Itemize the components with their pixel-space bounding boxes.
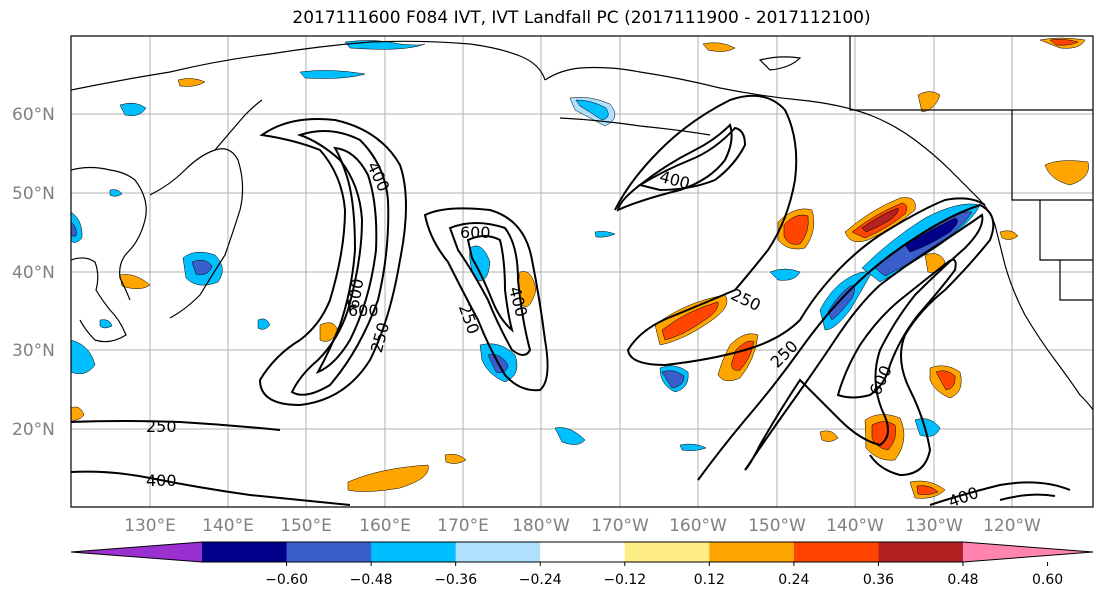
negative-anomaly-region	[119, 102, 147, 116]
colorbar-segment	[371, 542, 457, 562]
negative-anomaly-region	[914, 418, 941, 437]
colorbar-tick-label: 0.24	[778, 572, 809, 588]
positive-anomaly-region	[444, 453, 467, 464]
contour-label: 400	[146, 471, 177, 490]
colorbar-tick-label: 0.12	[694, 572, 725, 588]
negative-anomaly-region	[191, 259, 213, 275]
colorbar-segment	[286, 542, 372, 562]
lon-label: 170°W	[591, 516, 649, 536]
lon-label: 140°E	[202, 516, 254, 536]
pc-shading	[71, 37, 1089, 499]
positive-anomaly-region	[71, 406, 85, 421]
colorbar-segment	[878, 542, 964, 562]
colorbar-extend-low	[71, 542, 202, 562]
colorbar-tick-label: 0.60	[1032, 572, 1063, 588]
positive-anomaly-region	[783, 214, 809, 245]
positive-anomaly-region	[119, 274, 151, 289]
negative-anomaly-region	[554, 427, 586, 445]
colorbar-segment	[793, 542, 879, 562]
colorbar-tick-label: −0.60	[265, 572, 308, 588]
contour-label: 250	[146, 417, 177, 436]
negative-anomaly-region	[71, 221, 77, 237]
positive-anomaly-region	[935, 370, 956, 391]
negative-anomaly-region	[109, 189, 123, 197]
latitude-labels: 60°N 50°N 40°N 30°N 20°N	[12, 105, 55, 440]
positive-anomaly-region	[661, 301, 719, 341]
ivt-contours	[71, 94, 1071, 506]
positive-anomaly-region	[819, 430, 839, 442]
lon-label: 140°W	[826, 516, 884, 536]
positive-anomaly-region	[347, 464, 429, 492]
positive-anomaly-region	[1049, 39, 1079, 46]
negative-anomaly-region	[99, 319, 113, 329]
map-frame	[70, 35, 1094, 508]
colorbar-segment	[202, 542, 288, 562]
colorbar-segment	[540, 542, 626, 562]
positive-anomaly-region	[1044, 160, 1089, 186]
positive-anomaly-region	[916, 485, 939, 495]
colorbar-outline	[70, 541, 1094, 563]
lon-label: 130°W	[905, 516, 963, 536]
lon-label: 150°W	[748, 516, 806, 536]
colorbar-extend-high	[963, 542, 1093, 562]
colorbar-segment	[709, 542, 795, 562]
coastlines	[71, 36, 1093, 411]
negative-anomaly-region	[71, 339, 96, 375]
negative-anomaly-region	[469, 245, 491, 282]
lon-label: 160°E	[359, 516, 411, 536]
negative-anomaly-region	[827, 285, 855, 321]
positive-anomaly-region	[861, 207, 899, 233]
lon-label: 120°W	[983, 516, 1041, 536]
positive-anomaly-region	[702, 42, 736, 52]
colorbar-segment	[624, 542, 710, 562]
lon-label: 160°W	[669, 516, 727, 536]
colorbar-tick-label: −0.24	[519, 572, 562, 588]
lon-label: 130°E	[124, 516, 176, 536]
colorbar-tick-label: −0.36	[434, 572, 477, 588]
lat-label: 60°N	[12, 105, 55, 125]
lat-label: 30°N	[12, 341, 55, 361]
negative-anomaly-region	[594, 231, 616, 238]
colorbar-tick-label: 0.48	[947, 572, 978, 588]
negative-anomaly-region	[575, 99, 609, 121]
lat-label: 20°N	[12, 420, 55, 440]
negative-anomaly-region	[679, 443, 707, 451]
negative-anomaly-region	[257, 318, 271, 330]
lon-label: 150°E	[280, 516, 332, 536]
colorbar-tick-label: −0.48	[350, 572, 393, 588]
colorbar-segment	[455, 542, 541, 562]
positive-anomaly-region	[917, 91, 941, 113]
positive-anomaly-region	[177, 78, 206, 87]
contour-label: 600	[460, 223, 491, 242]
lat-label: 50°N	[12, 184, 55, 204]
lon-label: 180°W	[512, 516, 570, 536]
contour-label: 600	[348, 301, 379, 320]
map-title: 2017111600 F084 IVT, IVT Landfall PC (20…	[292, 8, 871, 28]
negative-anomaly-region	[904, 217, 958, 253]
longitude-labels: 130°E 140°E 150°E 160°E 170°E 180°W 170°…	[124, 516, 1041, 536]
lon-label: 170°E	[437, 516, 489, 536]
positive-anomaly-region	[999, 230, 1019, 240]
colorbar-tick-label: −0.12	[603, 572, 646, 588]
negative-anomaly-region	[769, 268, 801, 281]
lat-label: 40°N	[12, 263, 55, 283]
negative-anomaly-region	[661, 370, 685, 389]
negative-anomaly-region	[299, 70, 366, 79]
colorbar: −0.60 −0.48 −0.36 −0.24 −0.12 0.12 0.24 0.36 0.4…	[70, 541, 1094, 588]
colorbar-tick-label: 0.36	[863, 572, 894, 588]
